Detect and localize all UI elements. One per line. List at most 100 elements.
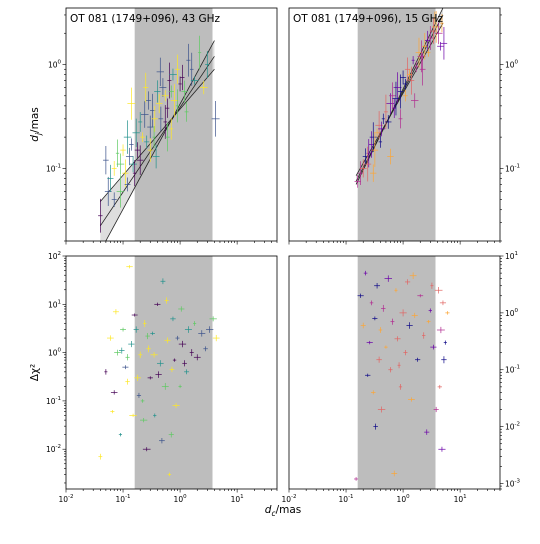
data-point (107, 335, 114, 341)
data-point (189, 349, 194, 357)
data-point (377, 406, 386, 413)
data-point (424, 30, 431, 51)
data-point (132, 118, 140, 148)
data-point (152, 126, 156, 149)
data-point (387, 148, 394, 165)
y-axis-label-group: dj/mas (29, 107, 43, 141)
data-point (115, 139, 120, 167)
data-point (430, 18, 437, 44)
y-tick-label: 101 (505, 251, 518, 261)
y-tick-label: 10-1 (46, 163, 61, 173)
data-point (178, 306, 185, 312)
data-point (175, 335, 180, 341)
data-point (360, 322, 366, 329)
data-point (365, 373, 371, 377)
data-point (111, 192, 117, 207)
data-point (354, 477, 359, 481)
y-tick-label: 10-1 (505, 365, 520, 375)
fit-line-0 (355, 8, 444, 185)
data-point (388, 367, 393, 373)
data-point (123, 120, 132, 154)
data-point (128, 341, 135, 348)
data-point (184, 101, 189, 122)
data-point (434, 286, 443, 294)
data-point (142, 447, 151, 452)
data-point (433, 406, 439, 413)
data-point (111, 161, 117, 176)
x-tick-label: 101 (454, 494, 467, 504)
data-point (127, 87, 136, 120)
data-point (440, 26, 448, 60)
data-point (403, 78, 408, 90)
data-point (150, 352, 158, 358)
data-point (409, 272, 417, 280)
data-point (369, 300, 374, 306)
x-tick-label: 10-1 (116, 494, 131, 504)
plot-area (98, 265, 220, 477)
data-point (363, 270, 368, 276)
data-point (118, 432, 123, 437)
data-point (424, 429, 430, 435)
data-point (184, 326, 192, 333)
data-point (441, 356, 447, 364)
y-tick-label: 102 (48, 251, 61, 261)
data-point (184, 369, 190, 375)
data-point (414, 61, 419, 73)
x-axis-label-group: dc/mas (265, 504, 301, 518)
data-point (134, 374, 141, 381)
data-point (158, 106, 164, 132)
data-point (397, 74, 404, 109)
data-point (430, 282, 434, 289)
y-axis-label: dj/mas (29, 107, 43, 141)
data-point (107, 164, 114, 193)
data-point (175, 89, 180, 123)
data-point (199, 80, 208, 95)
data-point (159, 437, 165, 444)
data-point (411, 56, 415, 65)
data-point (143, 320, 147, 327)
data-point (443, 340, 447, 345)
data-point (371, 390, 376, 395)
data-point (422, 332, 426, 339)
data-point (386, 93, 395, 115)
data-point (149, 93, 156, 128)
data-point (440, 14, 444, 33)
data-point (136, 145, 144, 175)
data-point (445, 311, 450, 315)
data-point (104, 369, 108, 375)
data-point (160, 278, 166, 285)
panel-bottom-left: 10-2 10-1 100 101 10-2 10-1 100 101 102 Δχ² (29, 251, 278, 504)
data-point (140, 399, 145, 403)
y-tick-label: 10-2 (46, 444, 61, 454)
data-point (403, 90, 408, 102)
fit-line-2 (100, 69, 215, 202)
data-point (170, 84, 179, 118)
data-point (432, 11, 437, 25)
x-tick-label: 10-2 (58, 494, 73, 504)
data-point (403, 349, 408, 356)
data-point (155, 94, 163, 114)
panel-top-right: 10-1 100 OT 081 (1749+096), 15 GHz (288, 7, 520, 245)
data-point (125, 378, 130, 385)
y-tick-label: 100 (48, 60, 62, 70)
data-point (193, 321, 197, 326)
data-point (371, 133, 379, 167)
data-point (161, 90, 169, 102)
y-tick-label: 101 (48, 299, 61, 309)
data-point (161, 382, 169, 390)
fit-line-0 (105, 40, 215, 241)
data-point (178, 76, 182, 92)
data-point (373, 423, 378, 430)
data-point (153, 413, 157, 418)
x-tick-label: 100 (397, 494, 411, 504)
data-point (120, 144, 126, 156)
data-point (140, 417, 148, 423)
y-tick-label: 10-2 (505, 422, 520, 432)
data-point (122, 365, 129, 370)
data-point (143, 72, 149, 103)
data-point (136, 392, 142, 398)
y-tick-label: 100 (48, 348, 62, 358)
data-point (406, 322, 413, 329)
data-point (129, 155, 137, 173)
